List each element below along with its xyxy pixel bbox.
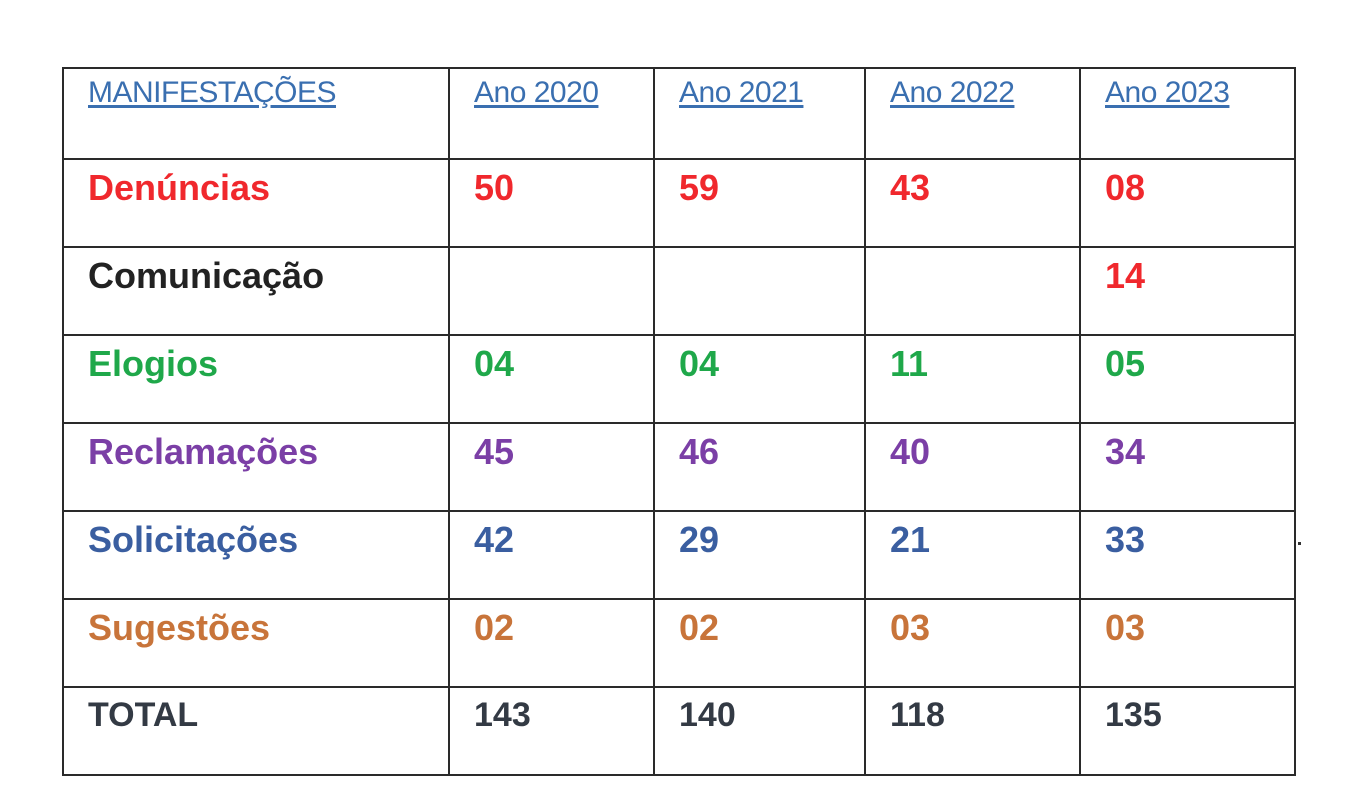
header-cell-manifestacoes: MANIFESTAÇÕES — [62, 67, 450, 160]
table-row: Elogios 04 04 11 05 — [62, 334, 1296, 424]
cell-comunicacao-2022 — [864, 246, 1081, 336]
header-manifestacoes: MANIFESTAÇÕES — [88, 76, 336, 109]
cell-sugestoes-2023: 03 — [1079, 598, 1296, 688]
cell-solicitacoes-2022: 21 — [864, 510, 1081, 600]
manifestacoes-table: MANIFESTAÇÕES Ano 2020 Ano 2021 Ano 2022… — [62, 67, 1296, 776]
table-header-row: MANIFESTAÇÕES Ano 2020 Ano 2021 Ano 2022… — [62, 67, 1296, 160]
row-label-reclamacoes: Reclamações — [62, 422, 450, 512]
cell-denuncias-2023: 08 — [1079, 158, 1296, 248]
header-cell-2023: Ano 2023 — [1079, 67, 1296, 160]
cell-total-2022: 118 — [864, 686, 1081, 776]
header-year-2022: Ano 2022 — [890, 76, 1015, 109]
cell-comunicacao-2021 — [653, 246, 866, 336]
stray-dot — [1298, 542, 1301, 545]
row-label-comunicacao: Comunicação — [62, 246, 450, 336]
cell-reclamacoes-2023: 34 — [1079, 422, 1296, 512]
table-row: Reclamações 45 46 40 34 — [62, 422, 1296, 512]
cell-solicitacoes-2023: 33 — [1079, 510, 1296, 600]
cell-comunicacao-2023: 14 — [1079, 246, 1296, 336]
cell-reclamacoes-2022: 40 — [864, 422, 1081, 512]
cell-solicitacoes-2020: 42 — [448, 510, 655, 600]
cell-reclamacoes-2020: 45 — [448, 422, 655, 512]
cell-elogios-2021: 04 — [653, 334, 866, 424]
row-label-sugestoes: Sugestões — [62, 598, 450, 688]
cell-elogios-2023: 05 — [1079, 334, 1296, 424]
cell-sugestoes-2022: 03 — [864, 598, 1081, 688]
row-label-solicitacoes: Solicitações — [62, 510, 450, 600]
header-cell-2022: Ano 2022 — [864, 67, 1081, 160]
header-year-2021: Ano 2021 — [679, 76, 804, 109]
header-cell-2020: Ano 2020 — [448, 67, 655, 160]
cell-sugestoes-2020: 02 — [448, 598, 655, 688]
table-row: Comunicação 14 — [62, 246, 1296, 336]
table-row: Denúncias 50 59 43 08 — [62, 158, 1296, 248]
header-year-2023: Ano 2023 — [1105, 76, 1230, 109]
cell-total-2020: 143 — [448, 686, 655, 776]
cell-reclamacoes-2021: 46 — [653, 422, 866, 512]
cell-denuncias-2021: 59 — [653, 158, 866, 248]
cell-elogios-2020: 04 — [448, 334, 655, 424]
cell-total-2021: 140 — [653, 686, 866, 776]
header-cell-2021: Ano 2021 — [653, 67, 866, 160]
table-row: Sugestões 02 02 03 03 — [62, 598, 1296, 688]
cell-comunicacao-2020 — [448, 246, 655, 336]
cell-total-2023: 135 — [1079, 686, 1296, 776]
table-total-row: TOTAL 143 140 118 135 — [62, 686, 1296, 776]
row-label-elogios: Elogios — [62, 334, 450, 424]
cell-denuncias-2022: 43 — [864, 158, 1081, 248]
cell-elogios-2022: 11 — [864, 334, 1081, 424]
row-label-denuncias: Denúncias — [62, 158, 450, 248]
cell-solicitacoes-2021: 29 — [653, 510, 866, 600]
table-row: Solicitações 42 29 21 33 — [62, 510, 1296, 600]
row-label-total: TOTAL — [62, 686, 450, 776]
cell-denuncias-2020: 50 — [448, 158, 655, 248]
header-year-2020: Ano 2020 — [474, 76, 599, 109]
cell-sugestoes-2021: 02 — [653, 598, 866, 688]
